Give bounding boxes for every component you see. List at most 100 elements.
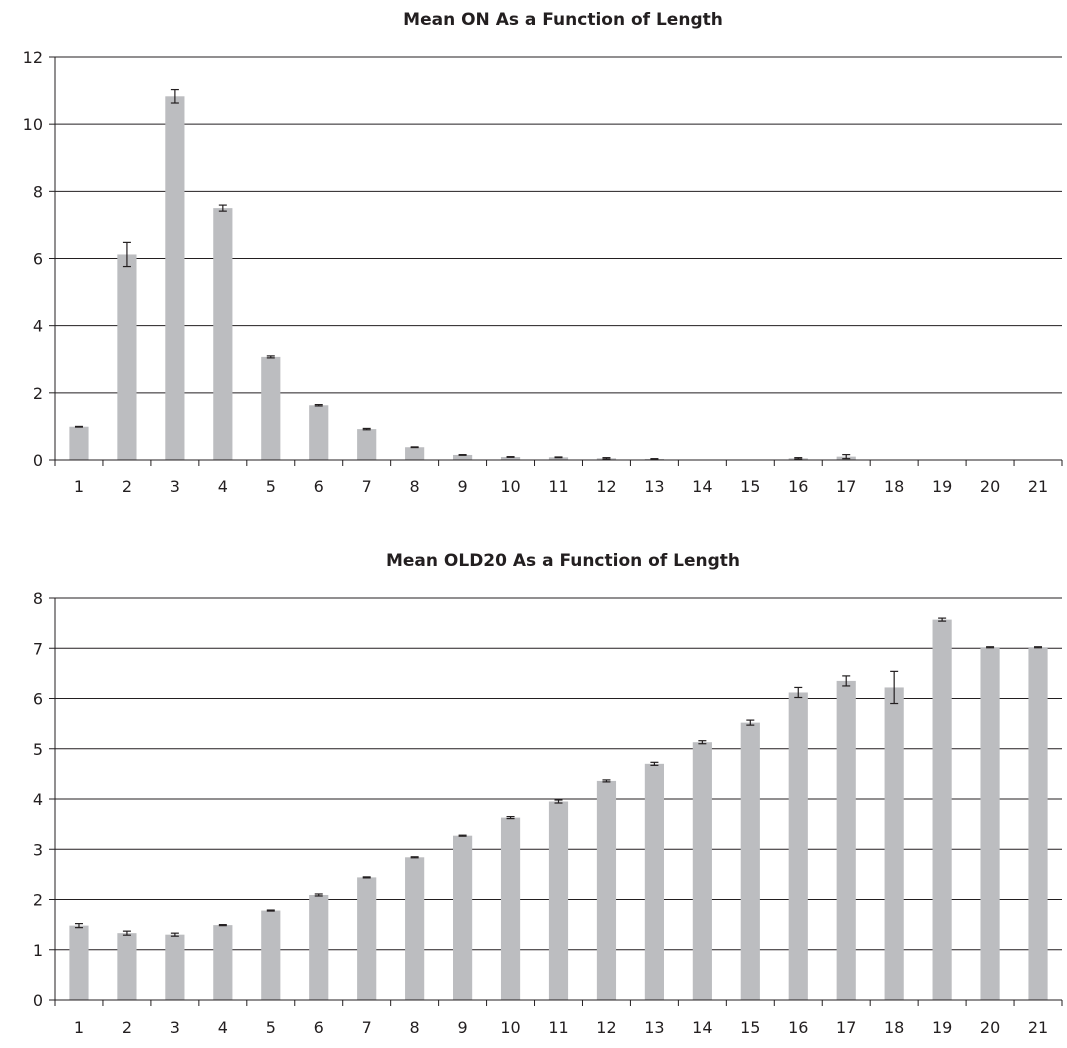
- bars: [69, 619, 1048, 1000]
- x-tick-label: 12: [596, 477, 616, 496]
- x-tick-label: 15: [740, 477, 760, 496]
- y-tick-label: 7: [33, 639, 43, 658]
- error-bars: [74, 88, 851, 460]
- chart-title: Mean OLD20 As a Function of Length: [386, 551, 740, 571]
- bar: [788, 692, 808, 1000]
- error-bar: [170, 88, 179, 104]
- x-tick-label: 7: [362, 477, 372, 496]
- error-bar: [746, 719, 755, 726]
- x-tick-label: 5: [266, 477, 276, 496]
- y-tick-label: 5: [33, 740, 43, 759]
- x-tick-label: 17: [836, 477, 856, 496]
- axes: [49, 597, 1063, 1006]
- x-tick-label: 19: [932, 1018, 952, 1037]
- x-tick-label: 20: [980, 477, 1000, 496]
- bar: [548, 457, 569, 460]
- bar: [405, 857, 425, 1000]
- error-bar: [890, 670, 899, 705]
- x-tick-label: 16: [788, 477, 808, 496]
- error-bar: [842, 675, 851, 687]
- bar: [357, 429, 377, 460]
- error-bar: [266, 909, 275, 912]
- y-tick-labels: 0 2 4 6 8 10 12: [23, 48, 43, 470]
- y-tick-label: 1: [33, 941, 43, 960]
- bar: [548, 801, 569, 1000]
- x-tick-label: 14: [692, 1018, 712, 1037]
- x-tick-label: 4: [218, 477, 228, 496]
- bar: [117, 933, 137, 1000]
- error-bar: [314, 893, 323, 897]
- x-tick-label: 7: [362, 1018, 372, 1037]
- error-bar: [602, 779, 611, 783]
- error-bar: [1034, 646, 1043, 649]
- y-tick-label: 8: [33, 589, 43, 608]
- error-bar: [986, 646, 995, 649]
- bar: [213, 925, 233, 1000]
- x-tick-label: 12: [596, 1018, 616, 1037]
- x-tick-label: 18: [884, 477, 904, 496]
- x-tick-label: 17: [836, 1018, 856, 1037]
- bar: [357, 877, 377, 1000]
- x-tick-label: 13: [644, 1018, 664, 1037]
- bar: [884, 687, 904, 1000]
- x-tick-label: 3: [170, 1018, 180, 1037]
- error-bar: [506, 456, 515, 458]
- error-bar: [938, 617, 947, 622]
- error-bar: [362, 427, 371, 431]
- error-bar: [218, 204, 227, 212]
- x-tick-label: 6: [314, 1018, 324, 1037]
- error-bar: [74, 425, 83, 428]
- gridlines: [55, 56, 1062, 394]
- y-tick-label: 2: [33, 891, 43, 910]
- error-bar: [458, 834, 467, 837]
- error-bar: [74, 923, 83, 929]
- error-bar: [122, 241, 131, 268]
- x-tick-label: 13: [644, 477, 664, 496]
- bar: [692, 742, 712, 1000]
- y-tick-labels: 0 1 2 3 4 5 6 7 8: [33, 589, 43, 1010]
- x-tick-label: 11: [548, 477, 568, 496]
- y-tick-label: 3: [33, 840, 43, 859]
- y-tick-label: 4: [33, 317, 43, 336]
- x-tick-label: 15: [740, 1018, 760, 1037]
- error-bar: [554, 799, 563, 804]
- error-bars: [74, 617, 1043, 937]
- x-tick-label: 21: [1028, 1018, 1048, 1037]
- bar: [69, 925, 89, 1000]
- bar: [165, 934, 185, 1000]
- bar: [740, 722, 760, 1000]
- error-bar: [458, 454, 467, 456]
- y-tick-label: 0: [33, 451, 43, 470]
- axes: [49, 56, 1063, 466]
- x-tick-label: 4: [218, 1018, 228, 1037]
- bar: [453, 454, 473, 460]
- x-tick-label: 19: [932, 477, 952, 496]
- error-bar: [362, 876, 371, 879]
- bar: [261, 356, 281, 460]
- x-tick-label: 9: [458, 1018, 468, 1037]
- x-tick-label: 8: [410, 477, 420, 496]
- error-bar: [266, 355, 275, 359]
- error-bar: [410, 856, 419, 859]
- bar: [644, 763, 664, 1000]
- error-bar: [122, 930, 131, 936]
- x-tick-labels: 1 2 3 4 5 6 7 8 9 10 11 12 13 14 15 16 17 18 19 20 21: [74, 477, 1048, 496]
- x-tick-label: 1: [74, 1018, 84, 1037]
- x-tick-label: 10: [500, 477, 520, 496]
- x-tick-label: 18: [884, 1018, 904, 1037]
- chart-title: Mean ON As a Function of Length: [403, 10, 723, 30]
- bar: [453, 835, 473, 1000]
- error-bar: [650, 761, 659, 766]
- bar: [213, 208, 233, 460]
- x-tick-label: 3: [170, 477, 180, 496]
- error-bar: [602, 457, 611, 460]
- x-tick-label: 5: [266, 1018, 276, 1037]
- error-bar: [842, 454, 851, 460]
- x-tick-label: 14: [692, 477, 712, 496]
- x-tick-labels: 1 2 3 4 5 6 7 8 9 10 11 12 13 14 15 16 17 18 19 20 21: [74, 1018, 1048, 1037]
- y-tick-label: 8: [33, 182, 43, 201]
- chart-mean-on: Mean ON As a Function of Length 0 2 4 6 8 10 1…: [23, 10, 1063, 496]
- x-tick-label: 1: [74, 477, 84, 496]
- bar: [836, 680, 856, 1000]
